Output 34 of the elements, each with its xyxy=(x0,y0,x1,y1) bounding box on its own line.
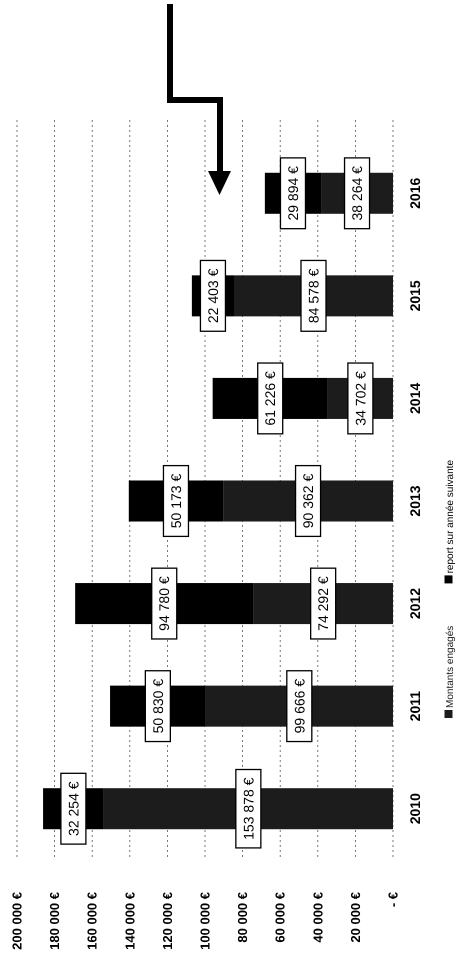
x-tick-label: 100 000 € xyxy=(198,892,212,950)
y-tick-label: 2016 xyxy=(407,178,423,209)
data-label: 99 666 € xyxy=(291,678,308,734)
x-tick-label: - € xyxy=(386,892,400,908)
text: Montants engagés xyxy=(445,626,456,708)
y-tick-label: 2012 xyxy=(407,588,423,620)
text: report sur année suivante xyxy=(445,460,456,574)
x-tick-label: 120 000 € xyxy=(160,892,175,950)
x-tick-label: 140 000 € xyxy=(122,892,138,950)
x-tick-label: 20 000 € xyxy=(348,892,363,943)
data-label: 32 254 € xyxy=(65,781,82,836)
data-label: 74 292 € xyxy=(315,576,332,631)
x-tick-label: 160 000 € xyxy=(84,892,100,950)
data-label: 50 830 € xyxy=(150,678,166,734)
x-tick-label: 80 000 € xyxy=(235,892,250,943)
data-label: 29 894 € xyxy=(284,166,301,221)
y-tick-label: 2015 xyxy=(407,280,423,312)
data-label: 90 362 € xyxy=(300,474,316,528)
x-tick-label: 40 000 € xyxy=(310,892,326,943)
x-tick-label: 60 000 € xyxy=(272,892,288,943)
data-label: 34 702 € xyxy=(352,370,368,426)
data-label: 84 578 € xyxy=(305,268,322,324)
data-label: 61 226 € xyxy=(262,370,278,426)
data-label: 38 264 € xyxy=(349,166,366,221)
x-tick-label: 180 000 € xyxy=(47,892,62,950)
x-tick-label: 200 000 € xyxy=(10,892,24,950)
data-label: 22 403 € xyxy=(204,268,221,324)
data-label: 153 878 € xyxy=(240,777,256,840)
y-tick-label: 2013 xyxy=(407,485,423,517)
y-tick-label: 2010 xyxy=(407,792,423,824)
data-label: 94 780 € xyxy=(156,576,172,631)
y-tick-label: 2011 xyxy=(407,690,423,722)
data-label: 50 173 € xyxy=(168,474,184,528)
y-tick-label: 2014 xyxy=(407,382,423,414)
